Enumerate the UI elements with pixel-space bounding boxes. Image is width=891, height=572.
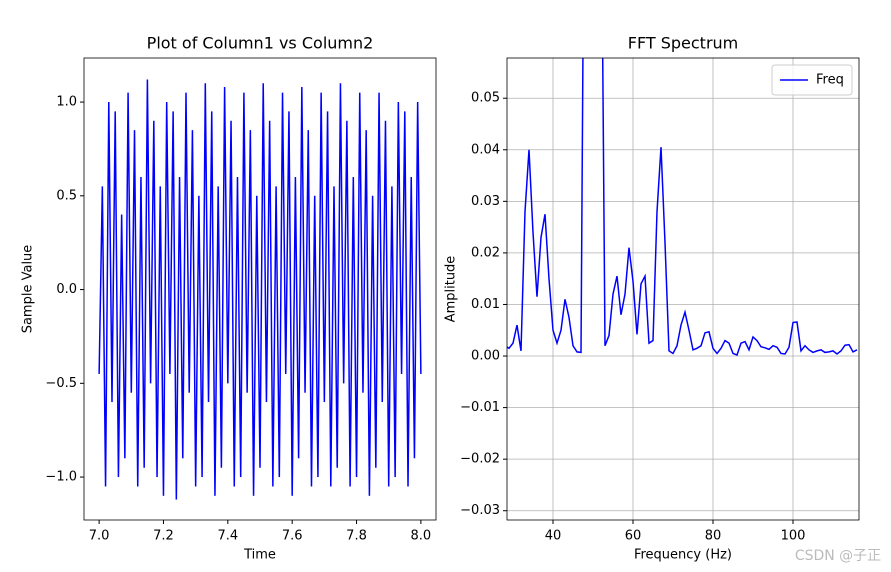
x-tick-label: 7.8 bbox=[346, 529, 367, 544]
y-tick-label: −0.5 bbox=[45, 376, 77, 391]
legend-label: Freq bbox=[816, 73, 844, 88]
y-tick-label: 0.03 bbox=[471, 194, 500, 209]
y-tick-label: 0.01 bbox=[471, 297, 500, 312]
y-tick-label: 0.0 bbox=[56, 282, 77, 297]
y-tick-label: −0.03 bbox=[460, 503, 500, 518]
y-tick-label: 0.5 bbox=[56, 188, 77, 203]
x-tick-label: 8.0 bbox=[411, 529, 432, 544]
chart-title: Plot of Column1 vs Column2 bbox=[147, 34, 374, 53]
x-axis-label: Time bbox=[243, 548, 276, 563]
legend-box bbox=[771, 64, 853, 96]
x-tick-label: 60 bbox=[625, 529, 642, 544]
x-tick-label: 7.6 bbox=[282, 529, 303, 544]
x-tick-label: 100 bbox=[781, 529, 806, 544]
y-tick-label: −0.02 bbox=[460, 452, 500, 467]
y-tick-label: −1.0 bbox=[45, 470, 77, 485]
watermark: CSDN @子正 bbox=[795, 548, 881, 564]
x-tick-label: 7.4 bbox=[217, 529, 238, 544]
y-axis-label: Amplitude bbox=[444, 256, 459, 323]
series-line bbox=[507, 58, 858, 356]
chart-title: FFT Spectrum bbox=[628, 34, 739, 53]
y-tick-label: −0.01 bbox=[460, 400, 500, 415]
x-tick-label: 7.0 bbox=[89, 529, 110, 544]
axes-frame bbox=[506, 57, 860, 521]
y-tick-label: 0.00 bbox=[471, 349, 500, 364]
y-tick-label: 0.02 bbox=[471, 245, 500, 260]
x-tick-label: 40 bbox=[545, 529, 562, 544]
y-tick-label: 0.04 bbox=[471, 142, 500, 157]
y-tick-label: 0.05 bbox=[471, 91, 500, 106]
y-tick-label: 1.0 bbox=[56, 95, 77, 110]
x-axis-label: Frequency (Hz) bbox=[634, 548, 732, 563]
series-line bbox=[98, 79, 422, 500]
x-tick-label: 80 bbox=[705, 529, 722, 544]
axes-frame bbox=[83, 57, 437, 521]
x-tick-label: 7.2 bbox=[153, 529, 174, 544]
y-axis-label: Sample Value bbox=[21, 245, 36, 334]
